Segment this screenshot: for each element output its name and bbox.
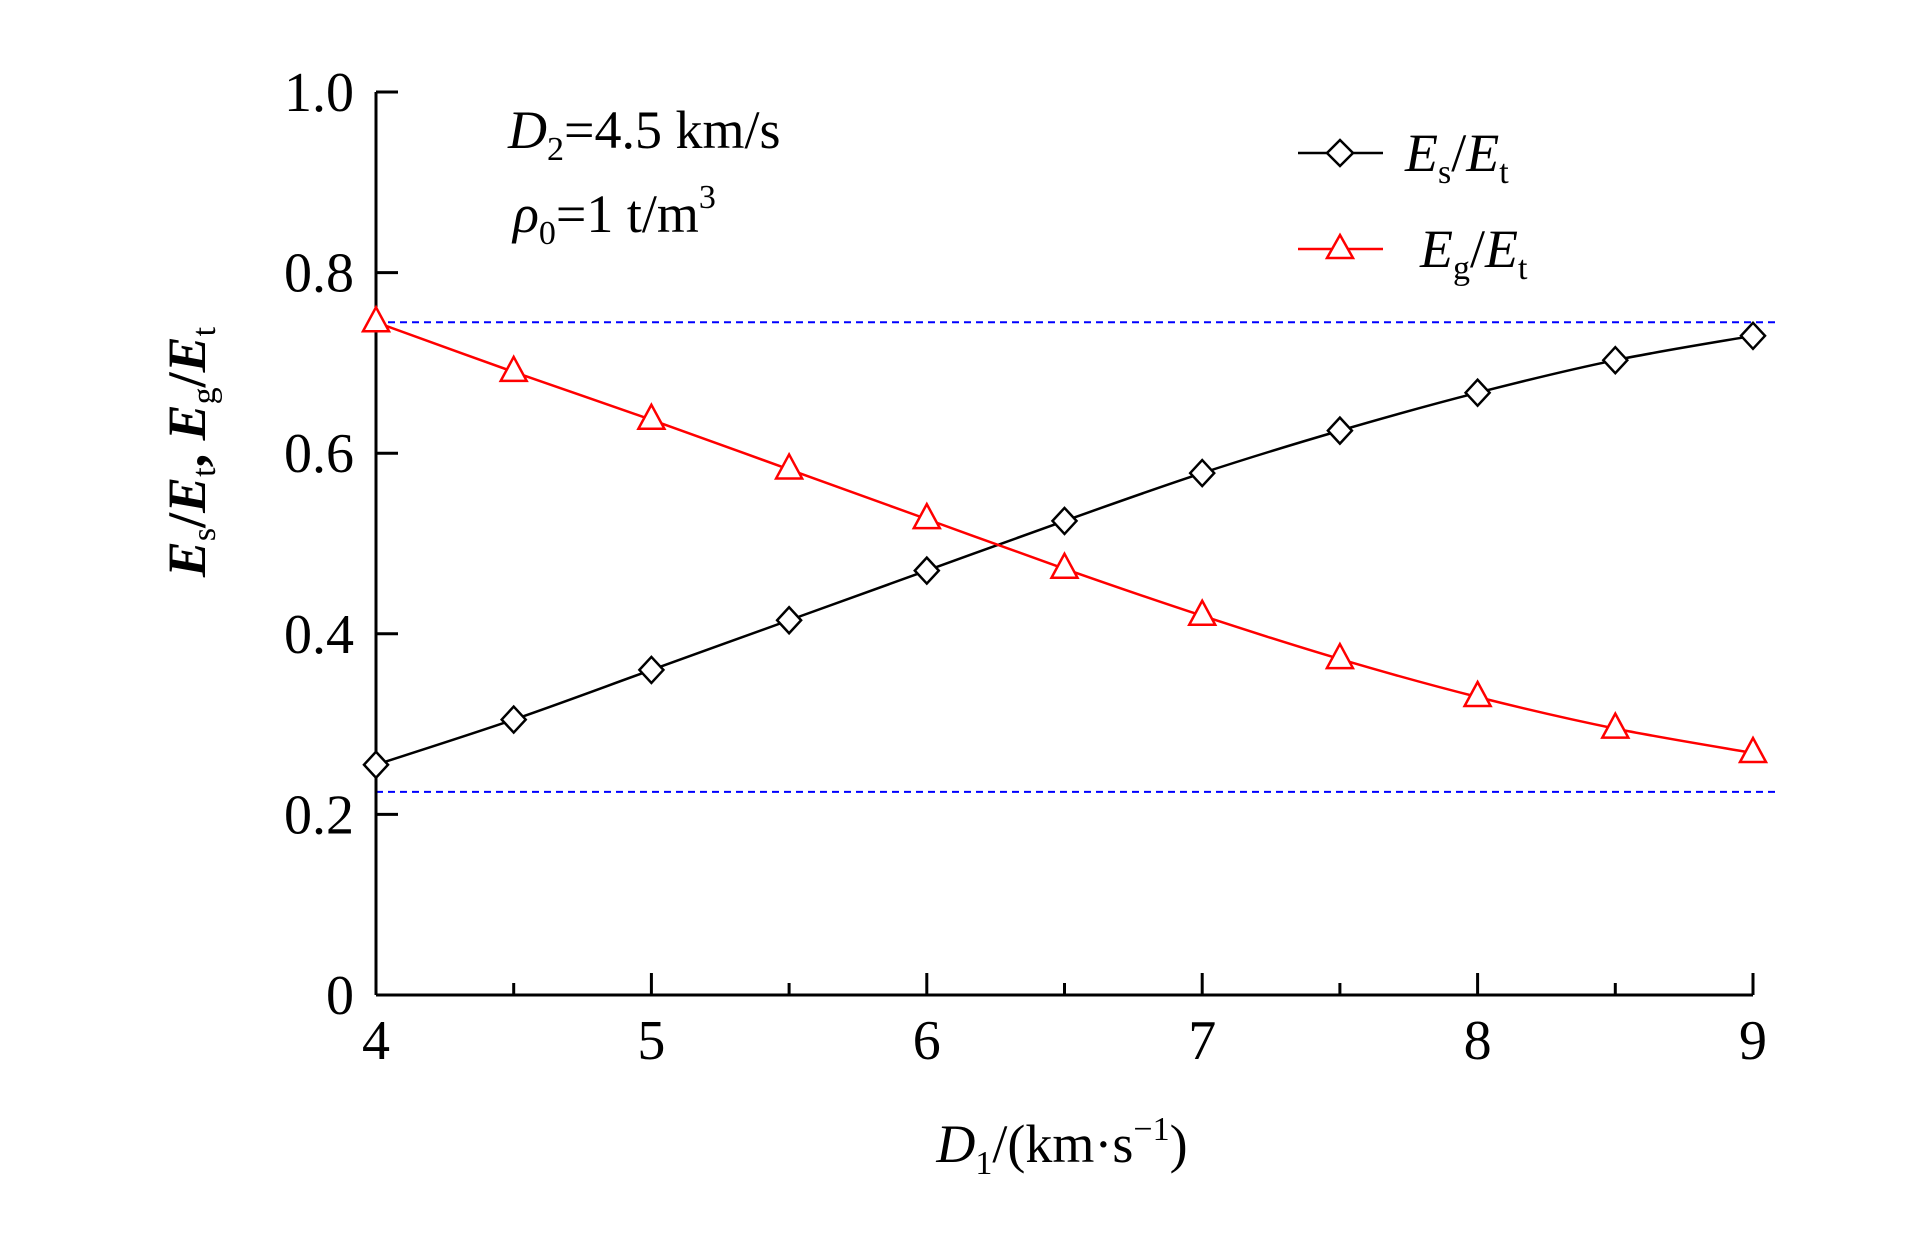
series-0-marker [637, 655, 666, 685]
series-1-marker [1049, 551, 1080, 580]
series-1-marker [774, 451, 805, 480]
y-tick-label: 0.8 [284, 243, 354, 305]
annot1-sub: 2 [547, 131, 564, 168]
x-tick-label: 6 [913, 1010, 941, 1072]
x-title-end: ) [1170, 1114, 1188, 1174]
y-tick-label: 1.0 [284, 62, 354, 124]
legend-eg-sub1: g [1453, 250, 1470, 287]
series-0-marker [1739, 320, 1767, 351]
legend: Es/Et Eg/Et [1298, 123, 1528, 287]
legend-es-sub1: s [1438, 154, 1451, 191]
annotation-line-2: ρ0=1 t/m3 [511, 179, 716, 252]
y-title-sub-g: g [186, 387, 223, 404]
legend-label-es: Es/Et [1404, 123, 1509, 191]
x-title-sub: 1 [975, 1145, 992, 1182]
ticks: 0 0.2 0.4 0.6 0.8 1.0 4 5 6 7 8 9 [284, 62, 1767, 1072]
series-0-marker [1050, 506, 1079, 536]
series-1-marker [360, 304, 392, 333]
y-tick-label: 0 [326, 965, 354, 1027]
legend-eg-slash: / [1470, 219, 1485, 279]
y-title-slash2: / [157, 371, 217, 388]
legend-es-e: E [1404, 123, 1438, 183]
series-0-marker [1463, 377, 1492, 408]
legend-eg-sub2: t [1518, 250, 1528, 287]
legend-eg-e: E [1419, 219, 1453, 279]
x-tick-label: 8 [1464, 1010, 1492, 1072]
y-title-e2: E [157, 477, 217, 514]
annot1-sym: D [507, 100, 547, 160]
series-1-marker [1324, 641, 1355, 670]
y-tick-label: 0.4 [284, 604, 354, 666]
series-1-marker [911, 501, 942, 530]
series-line-1 [375, 321, 1754, 755]
x-axis-title: D1/(km·s−1) [935, 1111, 1187, 1182]
y-title-sep: , [157, 440, 217, 467]
x-title-rest: /(km·s [992, 1114, 1133, 1174]
series-1-marker [1600, 710, 1631, 739]
series-0-marker [1601, 345, 1630, 376]
series-0-marker [775, 605, 803, 636]
series-0-marker [1188, 458, 1216, 488]
x-tick-label: 4 [362, 1010, 390, 1072]
y-tick-label: 0.6 [284, 423, 354, 485]
annot2-sup: 3 [699, 179, 716, 216]
legend-eg-e2: E [1484, 219, 1518, 279]
series-1-marker [636, 402, 667, 431]
annot2-rest: =1 t/m [556, 184, 699, 244]
x-tick-label: 9 [1739, 1010, 1767, 1072]
annot1-rest: =4.5 km/s [564, 100, 780, 160]
series-0-marker [913, 555, 941, 586]
legend-es-sub2: t [1499, 154, 1509, 191]
series-0-marker [362, 749, 390, 780]
y-title-sub-t1: t [186, 467, 223, 477]
series-1-marker [1187, 598, 1218, 626]
annot2-sub: 0 [539, 215, 556, 252]
x-tick-label: 7 [1188, 1010, 1216, 1072]
series-group [360, 304, 1769, 780]
annotation-line-1: D2=4.5 km/s [507, 100, 780, 168]
annot2-sym: ρ [511, 184, 539, 244]
y-tick-label: 0.2 [284, 784, 354, 846]
series-0-marker [1326, 415, 1354, 446]
y-title-slash1: / [157, 512, 217, 529]
y-title-sub-t2: t [186, 326, 223, 336]
legend-label-eg: Eg/Et [1419, 219, 1528, 287]
series-line-0 [375, 334, 1754, 766]
series-1-marker [498, 354, 529, 383]
legend-marker-diamond [1325, 138, 1355, 168]
series-1-marker [1462, 679, 1493, 708]
legend-es-slash: / [1451, 123, 1466, 183]
x-title-d: D [935, 1114, 975, 1174]
y-title-e1: E [157, 541, 217, 578]
x-tick-label: 5 [637, 1010, 665, 1072]
y-title-sub-s: s [186, 528, 223, 541]
legend-marker-triangle [1324, 232, 1356, 260]
reference-lines [376, 321, 1775, 793]
y-axis-title: Es/Et, Eg/Et [157, 326, 223, 578]
y-title-e4: E [157, 336, 217, 373]
x-title-sup: −1 [1133, 1111, 1169, 1148]
series-0-marker [499, 704, 528, 735]
series-1-marker [1737, 735, 1769, 764]
legend-es-e2: E [1465, 123, 1499, 183]
y-title-e3: E [157, 404, 217, 441]
